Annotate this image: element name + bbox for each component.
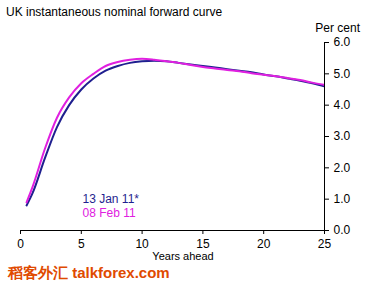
- html-text:稻客外汇 talkforex.com: 稻客外汇 talkforex.com: [8, 264, 170, 281]
- svg-text:4.0: 4.0: [334, 98, 351, 112]
- svg-text:1.0: 1.0: [334, 192, 351, 206]
- svg-text:13 Jan 11*: 13 Jan 11*: [83, 192, 140, 206]
- svg-text:2.0: 2.0: [334, 161, 351, 175]
- svg-text:20: 20: [257, 237, 271, 251]
- svg-text:15: 15: [196, 237, 210, 251]
- html-text:Years ahead: Years ahead: [152, 250, 214, 262]
- svg-text:5.0: 5.0: [334, 67, 351, 81]
- svg-text:0.0: 0.0: [334, 223, 351, 237]
- html-text:UK instantaneous nominal forwa: UK instantaneous nominal forward curve: [6, 5, 223, 19]
- svg-text:25: 25: [318, 237, 332, 251]
- svg-text:3.0: 3.0: [334, 129, 351, 143]
- svg-text:08 Feb 11: 08 Feb 11: [83, 206, 136, 220]
- svg-text:10: 10: [135, 237, 149, 251]
- svg-text:0: 0: [17, 237, 24, 251]
- svg-text:5: 5: [78, 237, 85, 251]
- html-text:Per cent: Per cent: [315, 21, 360, 35]
- svg-text:6.0: 6.0: [334, 36, 351, 49]
